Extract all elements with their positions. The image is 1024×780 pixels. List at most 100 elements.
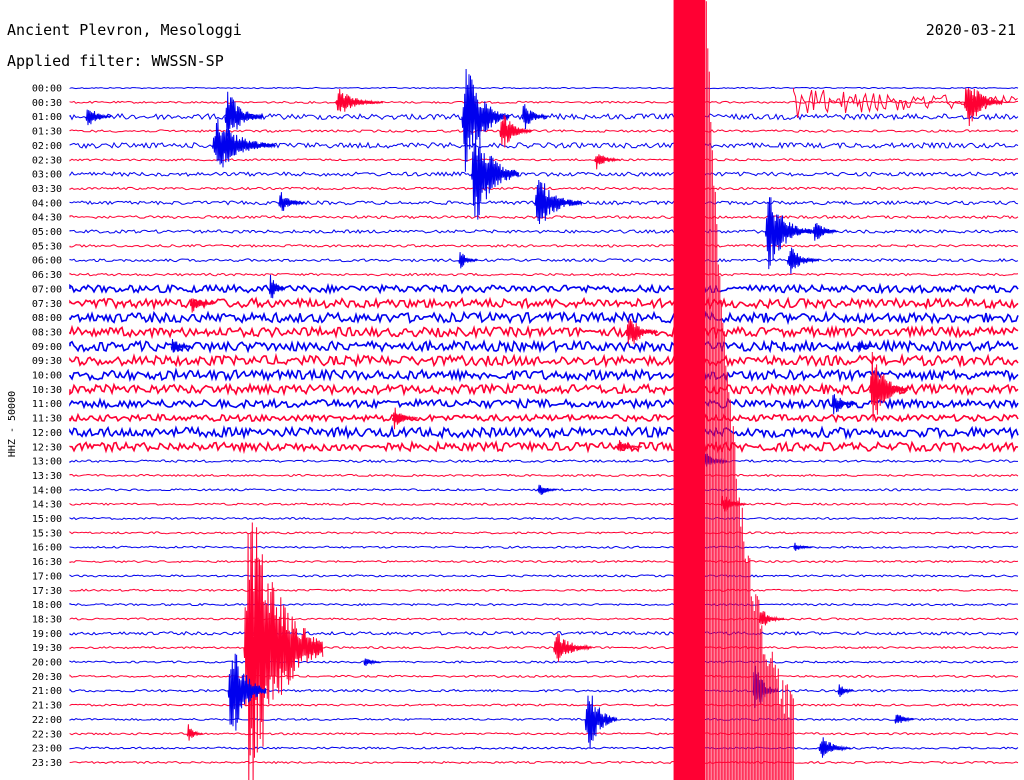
trace-line	[69, 171, 1019, 177]
event-trace	[458, 252, 478, 269]
event-trace	[243, 522, 324, 780]
time-tick-label: 00:00	[32, 84, 62, 95]
trace-line	[69, 732, 1019, 736]
time-tick-label: 21:30	[32, 701, 62, 712]
time-tick-label: 15:00	[32, 514, 62, 525]
time-tick-label: 20:00	[32, 658, 62, 669]
event-trace	[793, 542, 813, 551]
event-trace	[831, 394, 858, 415]
time-tick-label: 01:00	[32, 112, 62, 123]
time-tick-label: 11:00	[32, 399, 62, 410]
time-tick-label: 05:00	[32, 227, 62, 238]
seismic-events	[85, 68, 1003, 780]
trace-line	[69, 424, 1019, 441]
trace-line	[69, 352, 1019, 369]
time-tick-label: 16:30	[32, 557, 62, 568]
time-tick-label: 06:00	[32, 256, 62, 267]
trace-line	[69, 296, 1019, 311]
event-trace	[499, 114, 532, 148]
trace-line	[69, 397, 1019, 411]
time-tick-label: 16:00	[32, 543, 62, 554]
trace-line	[69, 459, 1018, 464]
event-trace	[521, 104, 548, 130]
trace-line	[69, 746, 1019, 750]
time-tick-label: 04:30	[32, 213, 62, 224]
trace-line	[69, 646, 1019, 650]
trace-line	[69, 244, 1019, 248]
time-tick-label: 04:00	[32, 198, 62, 209]
filter-subtitle: Applied filter: WWSSN-SP	[7, 52, 224, 70]
time-tick-label: 12:00	[32, 428, 62, 439]
trace-line	[69, 630, 1019, 636]
time-tick-label: 12:30	[32, 442, 62, 453]
time-tick-label: 17:30	[32, 586, 62, 597]
trace-line	[69, 86, 1019, 90]
trace-line	[69, 324, 1019, 340]
event-trace	[470, 130, 520, 220]
event-trace	[584, 695, 618, 749]
event-trace	[616, 440, 643, 452]
time-tick-label: 08:30	[32, 327, 62, 338]
trace-line	[69, 545, 1019, 549]
time-tick-label: 07:30	[32, 299, 62, 310]
time-tick-label: 02:30	[32, 155, 62, 166]
event-trace	[211, 118, 276, 168]
time-tick-label: 09:30	[32, 356, 62, 367]
trace-line	[69, 717, 1019, 722]
trace-line	[69, 760, 1019, 765]
trace-line	[69, 367, 1019, 383]
trace-line	[69, 229, 1019, 234]
teleseism-coda	[704, 0, 794, 780]
time-tick-label: 09:00	[32, 342, 62, 353]
trace-line	[69, 530, 1019, 535]
time-tick-label: 13:30	[32, 471, 62, 482]
time-tick-label: 23:30	[32, 758, 62, 769]
time-tick-label: 23:00	[32, 744, 62, 755]
event-trace	[758, 611, 785, 626]
event-trace	[764, 197, 814, 270]
time-tick-label: 19:00	[32, 629, 62, 640]
trace-line	[69, 703, 1019, 707]
time-tick-labels: 00:00 00:30 01:00 01:30 02:00 02:30 03:00 03:30…	[32, 84, 62, 769]
trace-line	[69, 186, 1019, 191]
event-trace	[869, 351, 908, 421]
time-tick-label: 01:30	[32, 127, 62, 138]
event-trace	[818, 737, 851, 758]
time-tick-label: 11:30	[32, 414, 62, 425]
time-tick-label: 22:30	[32, 729, 62, 740]
time-tick-label: 03:30	[32, 184, 62, 195]
event-trace	[170, 338, 191, 353]
trace-line	[69, 588, 1019, 592]
trace-line	[69, 272, 1019, 277]
trace-line	[69, 473, 1019, 478]
time-tick-label: 22:00	[32, 715, 62, 726]
time-tick-label: 10:00	[32, 371, 62, 382]
trace-line	[69, 617, 1019, 621]
event-trace	[963, 87, 1003, 127]
trace-line	[69, 439, 1019, 455]
trace-line	[69, 674, 1019, 678]
time-tick-label: 13:00	[32, 457, 62, 468]
event-trace	[594, 154, 621, 170]
event-trace	[856, 341, 873, 353]
trace-line	[69, 258, 1019, 263]
event-trace	[224, 91, 264, 139]
event-trace	[186, 724, 204, 741]
channel-label: HHZ - 50000	[7, 391, 18, 457]
event-trace	[334, 88, 384, 112]
trace-line	[69, 215, 1019, 220]
trace-line	[69, 660, 1019, 664]
time-tick-label: 14:00	[32, 485, 62, 496]
teleseism-band-core	[673, 0, 705, 780]
event-trace	[786, 247, 820, 274]
station-title: Ancient Plevron, Mesologgi	[7, 21, 242, 39]
event-trace	[534, 179, 583, 225]
teleseism-surface-wave	[793, 88, 1018, 118]
time-tick-label: 15:30	[32, 528, 62, 539]
trace-line	[69, 559, 1019, 564]
trace-line	[69, 574, 1019, 578]
time-tick-label: 10:30	[32, 385, 62, 396]
time-tick-label: 03:00	[32, 170, 62, 181]
trace-line	[69, 602, 1019, 607]
